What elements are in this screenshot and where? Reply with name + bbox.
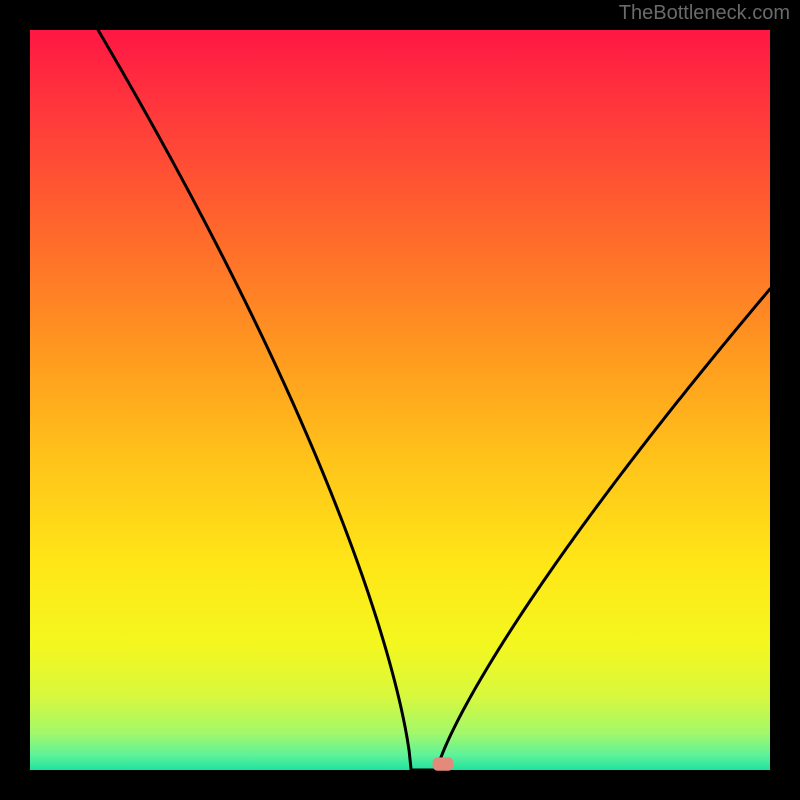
chart-canvas: TheBottleneck.com: [0, 0, 800, 800]
watermark-text: TheBottleneck.com: [619, 2, 790, 25]
bottleneck-chart: [0, 0, 800, 800]
optimal-point-marker: [433, 757, 454, 770]
chart-background: [30, 30, 770, 770]
